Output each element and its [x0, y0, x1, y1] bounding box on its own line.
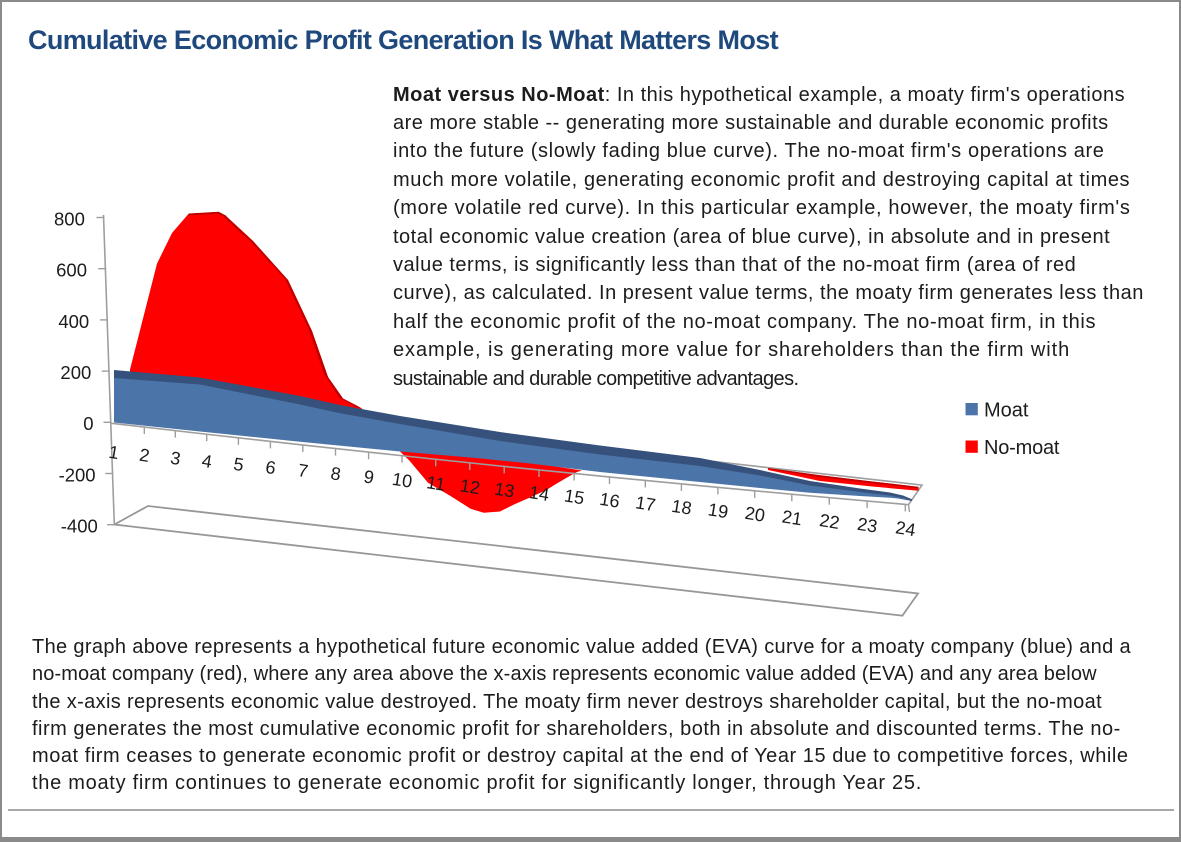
svg-text:800: 800	[54, 208, 85, 229]
svg-text:11: 11	[425, 472, 447, 495]
svg-text:10: 10	[391, 469, 414, 492]
svg-text:20: 20	[743, 503, 766, 526]
svg-text:16: 16	[598, 489, 621, 512]
svg-text:1: 1	[107, 442, 120, 463]
svg-text:24: 24	[894, 517, 917, 540]
svg-text:400: 400	[58, 311, 89, 332]
svg-text:-400: -400	[61, 516, 98, 537]
svg-text:No-moat: No-moat	[984, 437, 1060, 459]
svg-text:4: 4	[200, 451, 213, 472]
svg-text:600: 600	[56, 260, 87, 281]
svg-text:7: 7	[297, 460, 310, 481]
svg-text:6: 6	[264, 457, 277, 478]
svg-text:21: 21	[781, 506, 804, 529]
svg-text:15: 15	[563, 485, 586, 508]
svg-text:3: 3	[169, 448, 182, 469]
svg-text:13: 13	[493, 479, 516, 502]
svg-text:8: 8	[329, 463, 342, 484]
svg-text:23: 23	[856, 514, 879, 537]
svg-text:14: 14	[528, 482, 551, 505]
svg-text:22: 22	[818, 510, 841, 533]
svg-text:0: 0	[83, 413, 93, 434]
svg-text:5: 5	[232, 454, 245, 475]
svg-text:12: 12	[459, 475, 482, 498]
svg-text:18: 18	[670, 496, 693, 519]
svg-text:9: 9	[362, 466, 375, 487]
svg-text:200: 200	[60, 362, 91, 383]
svg-text:19: 19	[707, 499, 730, 522]
svg-text:2: 2	[138, 445, 151, 466]
svg-text:Moat: Moat	[984, 400, 1029, 422]
svg-text:17: 17	[634, 492, 657, 515]
svg-text:-200: -200	[59, 464, 96, 485]
